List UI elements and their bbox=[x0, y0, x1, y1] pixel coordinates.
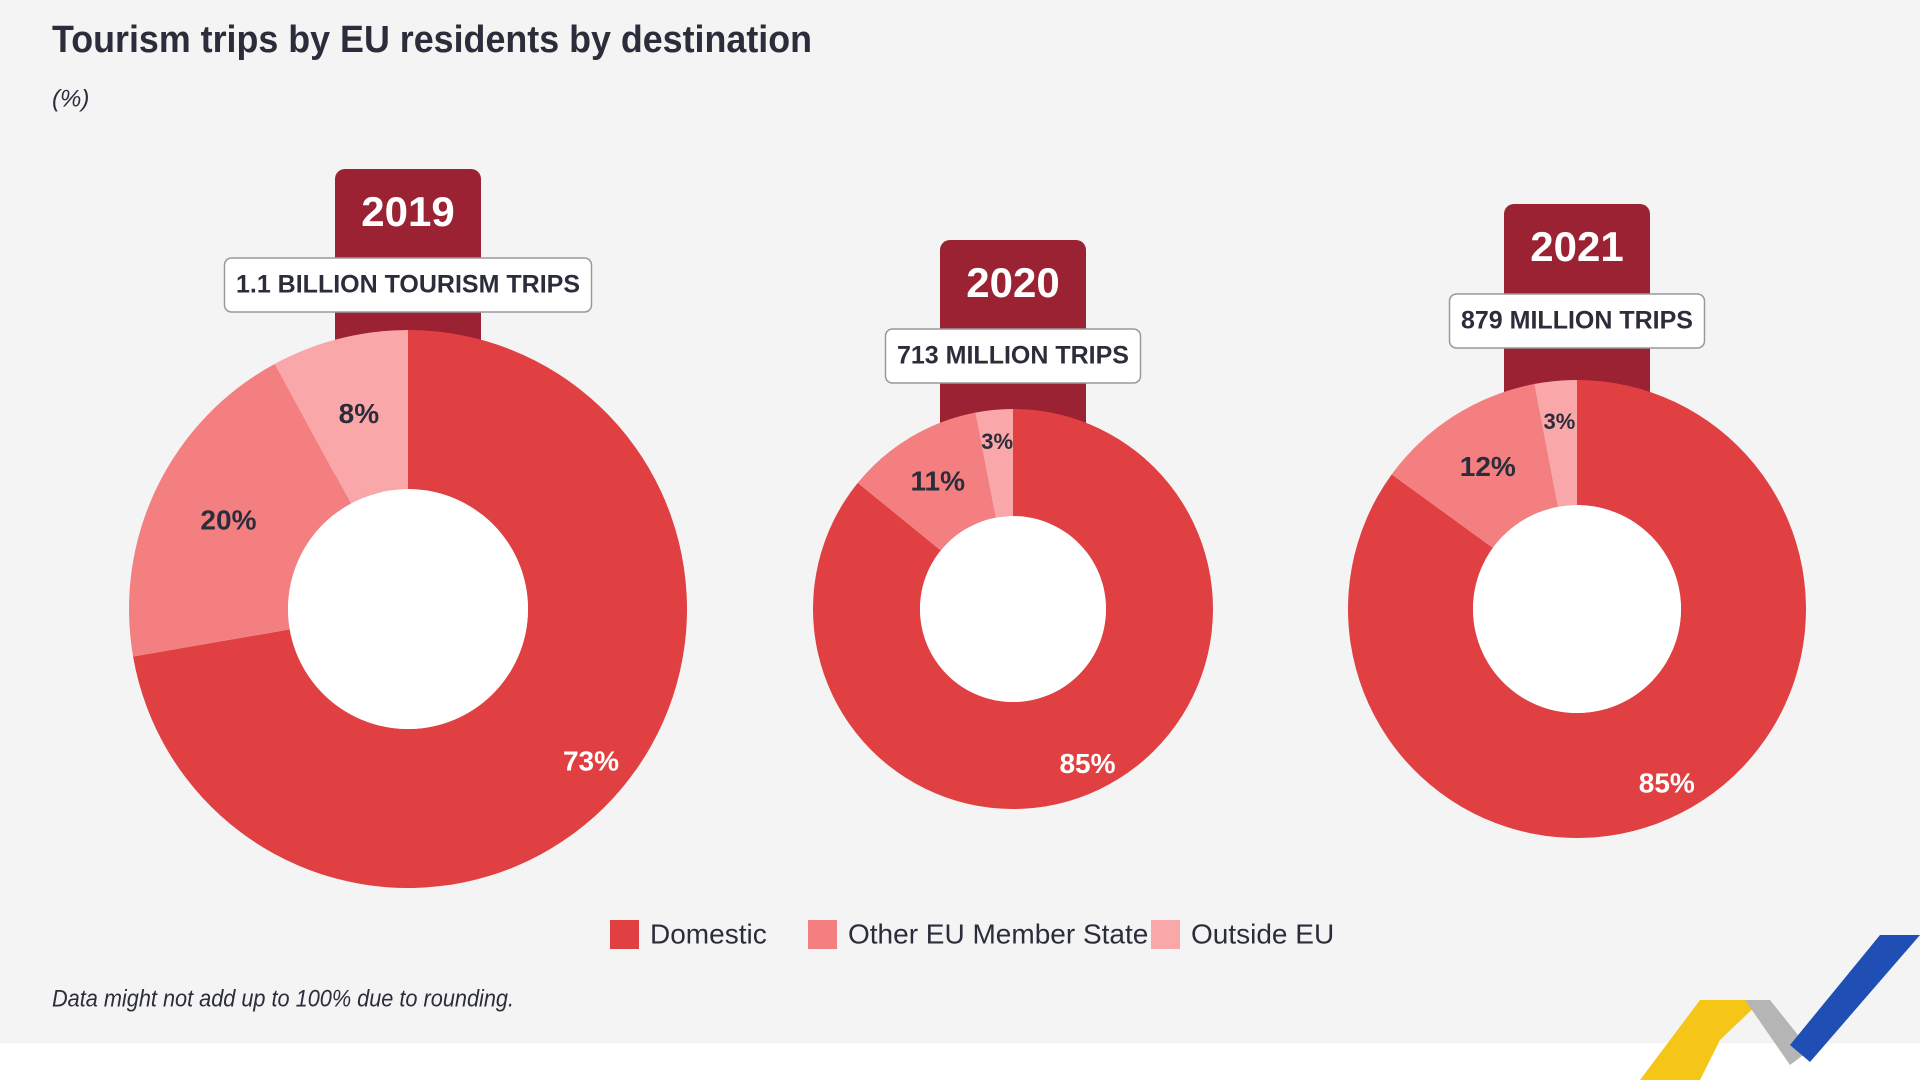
trips-box bbox=[884, 328, 1142, 384]
legend-label: Domestic bbox=[650, 918, 767, 949]
value-label: 11% bbox=[910, 466, 965, 497]
donut-hole bbox=[920, 516, 1106, 702]
donut-slice bbox=[274, 330, 408, 504]
value-label: 85% bbox=[1059, 748, 1115, 779]
year-label: 2019 bbox=[361, 188, 454, 235]
chart-title: Tourism trips by EU residents by destina… bbox=[52, 19, 812, 61]
year-label: 2021 bbox=[1530, 223, 1623, 270]
trips-box bbox=[223, 257, 593, 313]
donut-slice bbox=[1348, 380, 1806, 838]
legend-label: Outside EU bbox=[1191, 918, 1334, 949]
chart-subtitle: (%) bbox=[52, 85, 89, 112]
legend-swatch bbox=[610, 920, 639, 949]
donut-slice bbox=[975, 409, 1013, 518]
footer bbox=[0, 1043, 1920, 1080]
donut-slice bbox=[857, 412, 996, 551]
value-label: 12% bbox=[1460, 451, 1516, 482]
legend-swatch bbox=[1151, 920, 1180, 949]
donut-slice bbox=[1391, 384, 1558, 548]
value-label: 3% bbox=[1544, 409, 1576, 434]
trips-label: 713 MILLION TRIPS bbox=[897, 342, 1129, 370]
trips-label: 1.1 BILLION TOURISM TRIPS bbox=[236, 271, 580, 299]
logo-yellow bbox=[1640, 1000, 1762, 1080]
donut-slice bbox=[812, 409, 1213, 809]
value-label: 73% bbox=[563, 745, 619, 776]
value-label: 3% bbox=[981, 429, 1013, 454]
logo-blue bbox=[1790, 935, 1920, 1062]
donut-hole bbox=[288, 489, 528, 729]
value-label: 85% bbox=[1639, 768, 1695, 799]
year-label: 2020 bbox=[966, 259, 1059, 306]
trips-label: 879 MILLION TRIPS bbox=[1461, 307, 1693, 335]
donut-slice bbox=[128, 363, 351, 657]
footnote: Data might not add up to 100% due to rou… bbox=[52, 985, 514, 1012]
trips-box bbox=[1448, 293, 1706, 349]
value-label: 8% bbox=[339, 398, 380, 429]
logo-grey bbox=[1745, 1000, 1810, 1065]
legend-swatch bbox=[808, 920, 837, 949]
donut-slice bbox=[1534, 380, 1577, 507]
value-label: 20% bbox=[200, 504, 256, 535]
legend-label: Other EU Member State bbox=[848, 918, 1148, 949]
donut-hole bbox=[1473, 505, 1681, 713]
donut-slice bbox=[133, 330, 688, 888]
